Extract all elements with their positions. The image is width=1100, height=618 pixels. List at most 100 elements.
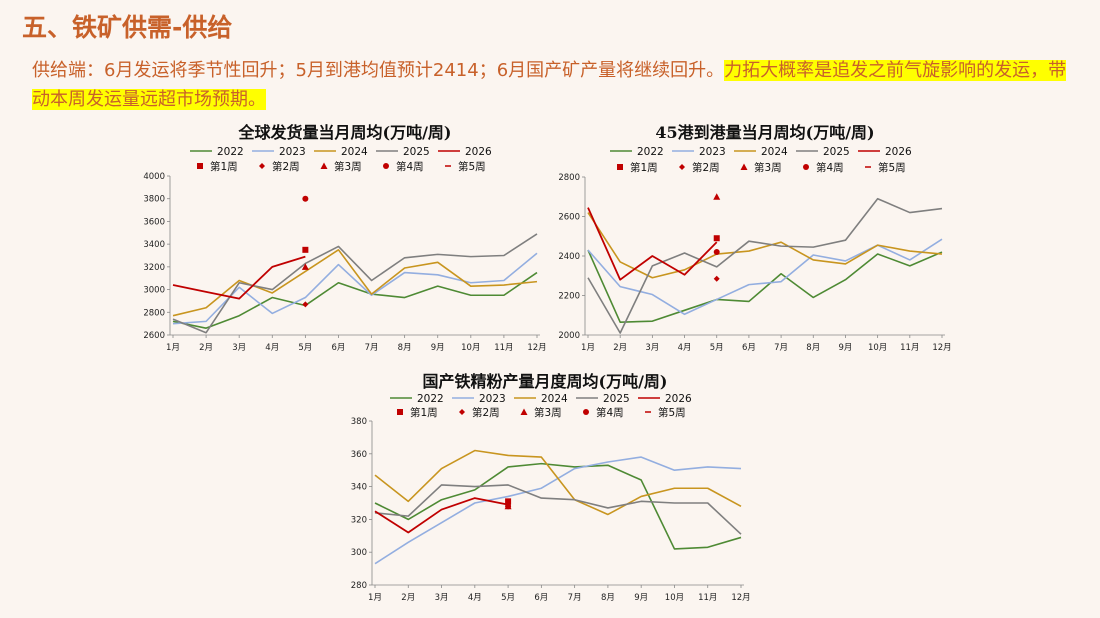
legend-label-2024: 2024	[341, 146, 368, 158]
y-tick-label: 3400	[143, 240, 165, 250]
legend-label-week-5: 第5周	[658, 406, 686, 419]
series-line-2025	[374, 484, 742, 535]
series-line-2022	[172, 271, 538, 329]
legend-label-2025: 2025	[603, 393, 630, 405]
x-tick-label: 5月	[298, 343, 312, 353]
series-line-2026	[172, 255, 306, 300]
y-tick-label: 3800	[143, 195, 165, 205]
y-tick-label: 2800	[143, 308, 165, 318]
x-tick-label: 11月	[900, 343, 919, 353]
series-line-2024	[172, 249, 538, 317]
y-tick-label: 3600	[143, 217, 165, 227]
weekly-point-week-4	[302, 195, 309, 202]
legend-label-week-4: 第4周	[816, 161, 844, 174]
legend-marker-week-2	[259, 163, 265, 169]
legend-marker-week-2	[459, 409, 465, 415]
series-line-2024	[374, 449, 742, 516]
y-tick-label: 360	[351, 450, 367, 460]
x-tick-label: 2月	[613, 343, 627, 353]
y-tick-label: 300	[351, 548, 367, 558]
legend-marker-week-1	[617, 164, 623, 170]
weekly-point-week-1	[505, 498, 512, 505]
legend-label-2025: 2025	[823, 146, 850, 158]
y-tick-label: 3200	[143, 263, 165, 273]
x-tick-label: 12月	[932, 343, 951, 353]
x-tick-label: 6月	[534, 593, 548, 603]
x-tick-label: 4月	[265, 343, 279, 353]
x-tick-label: 10月	[665, 593, 684, 603]
legend-label-week-2: 第2周	[692, 161, 720, 174]
legend-label-week-3: 第3周	[534, 406, 562, 419]
x-tick-label: 3月	[645, 343, 659, 353]
legend-label-week-4: 第4周	[396, 160, 424, 173]
chart-title: 全球发货量当月周均(万吨/周)	[238, 123, 452, 142]
y-tick-label: 320	[351, 515, 367, 525]
legend-label-week-3: 第3周	[754, 161, 782, 174]
series-line-2022	[374, 462, 742, 550]
legend-marker-week-3	[740, 163, 748, 170]
weekly-point-week-4	[713, 249, 720, 256]
legend-label-2022: 2022	[217, 146, 244, 158]
x-tick-label: 10月	[868, 343, 887, 353]
x-tick-label: 2月	[401, 593, 415, 603]
y-tick-label: 2600	[143, 331, 165, 341]
x-tick-label: 12月	[731, 593, 750, 603]
x-tick-label: 8月	[398, 343, 412, 353]
x-tick-label: 11月	[698, 593, 717, 603]
legend-marker-week-3	[520, 408, 528, 415]
legend-label-2026: 2026	[665, 393, 692, 405]
legend-label-2024: 2024	[761, 146, 788, 158]
chart-45-port-arrivals: 45港到港量当月周均(万吨/周) 2022 2023 2024 2025 2026 第1周 第…	[558, 123, 951, 353]
weekly-point-week-4	[505, 503, 512, 510]
chart-title: 国产铁精粉产量月度周均(万吨/周)	[423, 372, 668, 391]
legend-label-week-1: 第1周	[630, 161, 658, 174]
legend-label-week-1: 第1周	[410, 406, 438, 419]
series-line-2023	[172, 252, 538, 325]
x-tick-label: 7月	[774, 343, 788, 353]
x-tick-label: 7月	[568, 593, 582, 603]
y-tick-label: 2600	[558, 213, 580, 223]
legend-marker-week-4	[383, 163, 389, 169]
x-tick-label: 9月	[838, 343, 852, 353]
x-tick-label: 9月	[634, 593, 648, 603]
y-tick-label: 2200	[558, 292, 580, 302]
legend-label-week-4: 第4周	[596, 406, 624, 419]
legend-marker-week-1	[397, 409, 403, 415]
series-line-2026	[374, 497, 509, 534]
x-tick-label: 6月	[742, 343, 756, 353]
legend-label-2022: 2022	[637, 146, 664, 158]
weekly-point-week-1	[302, 246, 309, 253]
series-line-2026	[587, 207, 718, 281]
x-tick-label: 10月	[461, 343, 480, 353]
summary-text: 供给端：6月发运将季节性回升；5月到港均值预计2414；6月国产矿产量将继续回升…	[32, 56, 1082, 114]
x-tick-label: 7月	[365, 343, 379, 353]
legend-label-week-2: 第2周	[472, 406, 500, 419]
y-tick-label: 3000	[143, 286, 165, 296]
x-tick-label: 12月	[527, 343, 546, 353]
series-line-2024	[587, 212, 943, 279]
legend-marker-week-2	[679, 164, 685, 170]
x-tick-label: 6月	[331, 343, 345, 353]
legend-label-2026: 2026	[465, 146, 492, 158]
y-tick-label: 280	[351, 581, 367, 591]
x-tick-label: 1月	[581, 343, 595, 353]
x-tick-label: 8月	[601, 593, 615, 603]
series-line-2025	[587, 197, 943, 334]
page-title: 五、铁矿供需-供给	[22, 13, 233, 42]
x-tick-label: 8月	[806, 343, 820, 353]
y-tick-label: 2000	[558, 331, 580, 341]
x-tick-label: 3月	[435, 593, 449, 603]
legend-label-week-5: 第5周	[458, 160, 486, 173]
series-line-2022	[587, 249, 943, 323]
chart-title: 45港到港量当月周均(万吨/周)	[655, 123, 874, 142]
x-tick-label: 4月	[678, 343, 692, 353]
summary-plain: 供给端：6月发运将季节性回升；5月到港均值预计2414；6月国产矿产量将继续回升…	[32, 60, 725, 81]
x-tick-label: 5月	[710, 343, 724, 353]
legend-label-2023: 2023	[699, 146, 726, 158]
y-tick-label: 2800	[558, 173, 580, 183]
legend-label-week-1: 第1周	[210, 160, 238, 173]
x-tick-label: 3月	[232, 343, 246, 353]
legend-marker-week-4	[583, 409, 589, 415]
legend-label-week-3: 第3周	[334, 160, 362, 173]
legend-marker-week-1	[197, 163, 203, 169]
